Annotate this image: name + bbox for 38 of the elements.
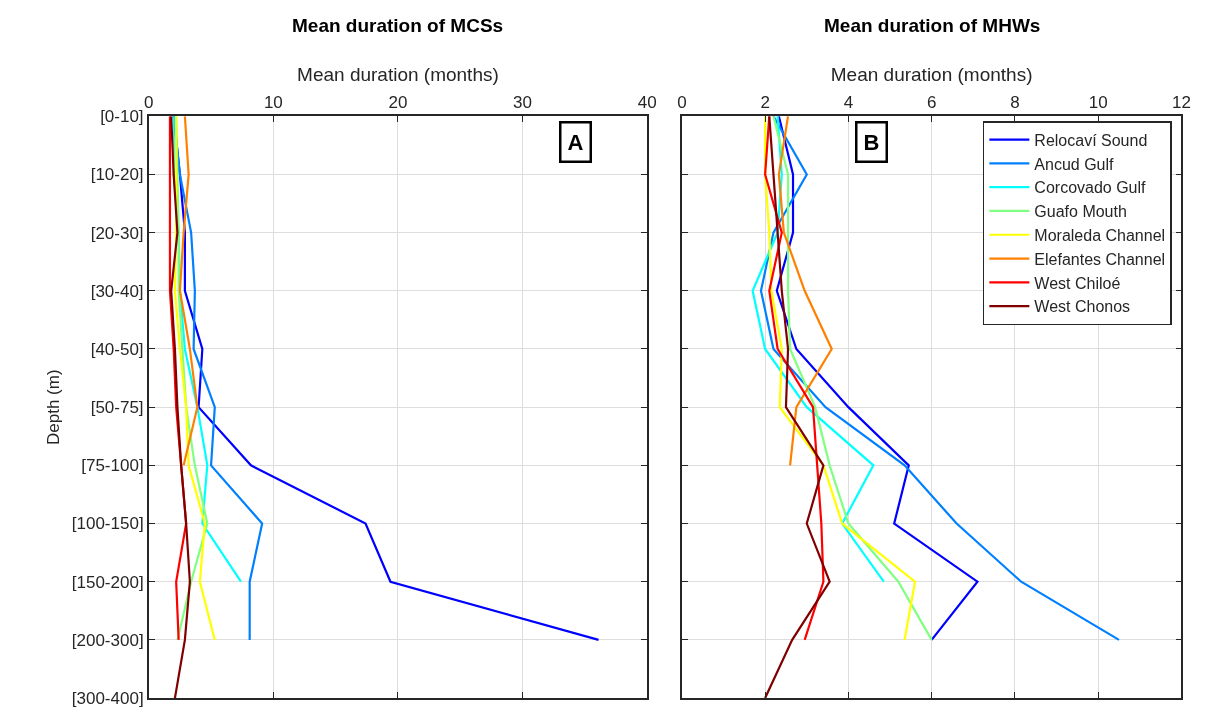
y-tick-label: [150-200] [71, 572, 144, 592]
annotation: A [567, 129, 584, 155]
legend-label: Ancud Gulf [1034, 155, 1115, 173]
x-tick-label: 10 [263, 92, 283, 112]
x-tick-label: 6 [926, 92, 937, 112]
x-axis-title: Mean duration (months) [297, 64, 499, 86]
legend-label: Corcovado Gulf [1034, 179, 1147, 197]
annotation: B [863, 129, 880, 155]
legend-label: Guafo Mouth [1034, 203, 1127, 221]
y-tick-label: [200-300] [71, 630, 144, 650]
legend-label: West Chonos [1034, 298, 1131, 316]
legend-label: Moraleda Channel [1034, 227, 1166, 244]
x-tick-label: 0 [144, 92, 154, 112]
x-tick-label: 2 [760, 92, 770, 112]
y-tick-label: [300-400] [71, 689, 144, 709]
legend-label: Relocaví Sound [1034, 131, 1148, 149]
y-tick-label: [40-50] [90, 339, 144, 359]
x-tick-label: 12 [1171, 92, 1191, 112]
y-tick-label: [30-40] [90, 281, 144, 301]
y-tick-label: [75-100] [81, 456, 144, 476]
x-tick-label: 4 [843, 92, 854, 112]
y-tick-label: [50-75] [90, 398, 144, 418]
x-tick-label: 10 [1088, 92, 1108, 112]
y-tick-label: [100-150] [71, 514, 144, 534]
x-tick-label: 0 [677, 92, 687, 112]
x-tick-label: 8 [1010, 92, 1020, 112]
x-tick-label: 20 [388, 92, 408, 112]
chart-title: Mean duration of MCSs [292, 15, 504, 36]
x-axis-title: Mean duration (months) [830, 64, 1033, 86]
y-tick-label: [10-20] [90, 165, 144, 185]
chart-title: Mean duration of MHWs [824, 15, 1041, 36]
x-tick-label: 30 [513, 92, 532, 112]
legend-label: West Chiloé [1034, 274, 1121, 292]
y-axis-title: Depth (m) [43, 369, 63, 445]
legend-label: Elefantes Channel [1034, 250, 1166, 268]
x-tick-label: 40 [637, 92, 657, 112]
y-tick-label: [20-30] [90, 223, 144, 243]
y-tick-label: [0-10] [100, 107, 144, 127]
